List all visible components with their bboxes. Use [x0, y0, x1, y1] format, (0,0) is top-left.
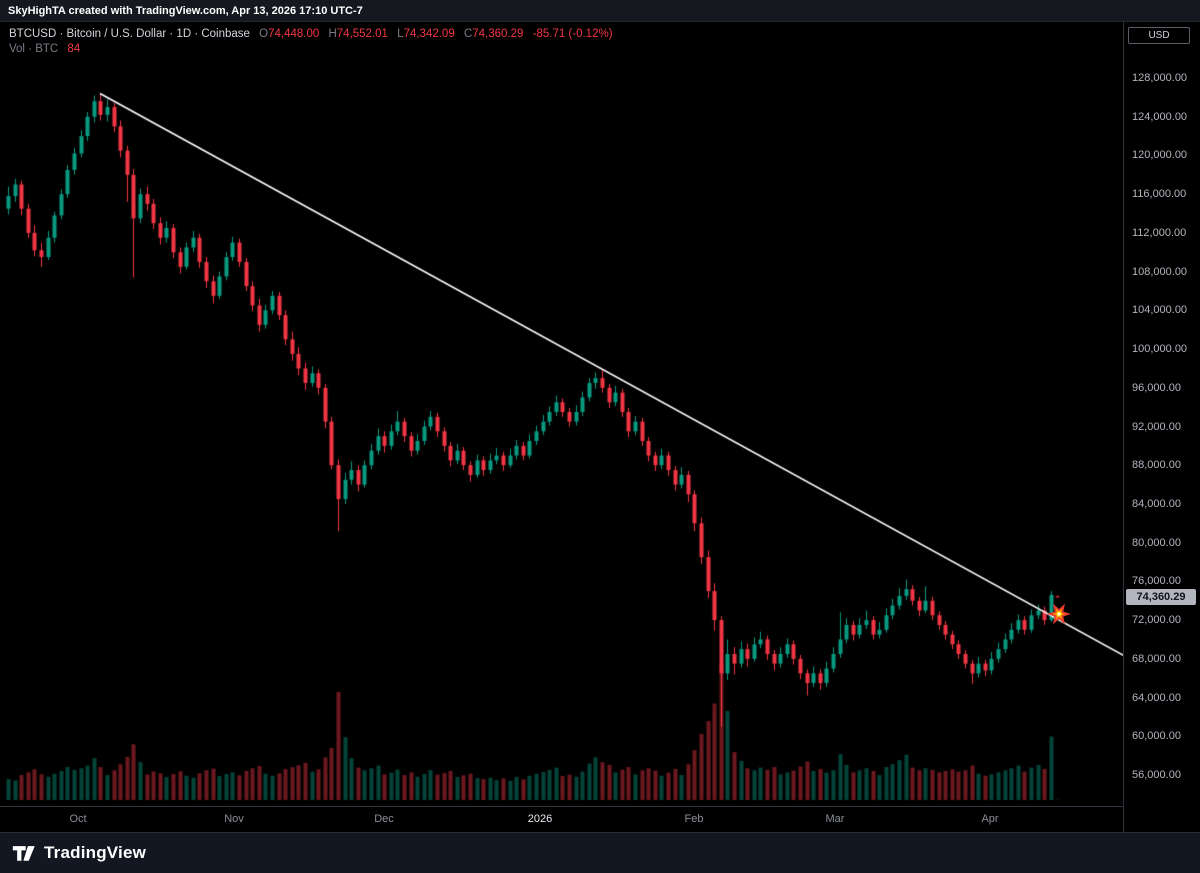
price-tick-label: 80,000.00	[1132, 536, 1181, 549]
price-tick-label: 68,000.00	[1132, 652, 1181, 665]
price-tick-label: 120,000.00	[1132, 149, 1188, 162]
low-value: 74,342.09	[403, 28, 455, 40]
price-tick-label: 92,000.00	[1132, 420, 1181, 433]
time-scale[interactable]: Oct Nov Dec 2026 Feb Mar Apr	[0, 806, 1123, 832]
time-tick-label: Oct	[69, 813, 87, 825]
footer-bar: TradingView	[0, 832, 1200, 873]
close-value: 74,360.29	[472, 28, 524, 40]
price-tick-label: 96,000.00	[1132, 381, 1181, 394]
price-tick-label: 60,000.00	[1132, 730, 1181, 743]
time-tick-label: 2026	[527, 813, 553, 825]
price-tick-label: 124,000.00	[1132, 110, 1188, 123]
time-tick-label: Nov	[224, 813, 244, 825]
price-chart-canvas[interactable]	[0, 0, 1123, 830]
price-tick-label: 112,000.00	[1132, 226, 1187, 239]
low-label: L	[397, 28, 404, 40]
open-value: 74,448.00	[268, 28, 320, 40]
currency-toggle-button[interactable]: USD	[1128, 27, 1190, 44]
tradingview-brand-text[interactable]: TradingView	[44, 843, 147, 862]
open-label: O	[259, 28, 269, 40]
symbol-description: BTCUSD · Bitcoin / U.S. Dollar · 1D · Co…	[9, 28, 250, 40]
price-tick-label: 88,000.00	[1132, 459, 1181, 472]
legend-symbol-row: BTCUSD · Bitcoin / U.S. Dollar · 1D · Co…	[9, 27, 613, 42]
last-price-badge: 74,360.29	[1126, 589, 1196, 606]
legend-volume-row: Vol · BTC 84	[9, 42, 613, 57]
price-tick-label: 84,000.00	[1132, 497, 1181, 510]
price-tick-label: 128,000.00	[1132, 72, 1188, 84]
price-tick-label: 76,000.00	[1132, 575, 1181, 588]
attribution-bar: SkyHighTA created with TradingView.com, …	[0, 0, 1200, 22]
price-tick-label: 64,000.00	[1132, 691, 1181, 704]
attribution-text: SkyHighTA created with TradingView.com, …	[8, 5, 363, 17]
price-tick-label: 56,000.00	[1132, 769, 1181, 781]
price-tick-label: 100,000.00	[1132, 343, 1188, 356]
time-tick-label: Dec	[374, 813, 394, 825]
time-tick-label: Mar	[825, 813, 845, 825]
price-scale[interactable]: USD 128,000.00 124,000.00 120,000.00 116,00…	[1123, 0, 1200, 832]
change-value: -85.71 (-0.12%)	[532, 28, 613, 40]
time-tick-label: Feb	[684, 813, 704, 825]
volume-value: 84	[67, 43, 81, 55]
price-tick-label: 116,000.00	[1132, 188, 1187, 201]
price-tick-label: 108,000.00	[1132, 265, 1188, 278]
explosion-icon[interactable]	[1047, 602, 1071, 626]
volume-label: Vol · BTC	[9, 43, 59, 55]
high-value: 74,552.01	[336, 28, 388, 40]
time-tick-label: Apr	[981, 813, 999, 825]
price-tick-label: 104,000.00	[1132, 304, 1188, 317]
close-label: C	[463, 28, 473, 40]
price-tick-label: 72,000.00	[1132, 614, 1181, 627]
high-label: H	[328, 28, 337, 40]
chart-legend: BTCUSD · Bitcoin / U.S. Dollar · 1D · Co…	[9, 27, 613, 57]
tradingview-logo-icon[interactable]	[12, 841, 36, 865]
